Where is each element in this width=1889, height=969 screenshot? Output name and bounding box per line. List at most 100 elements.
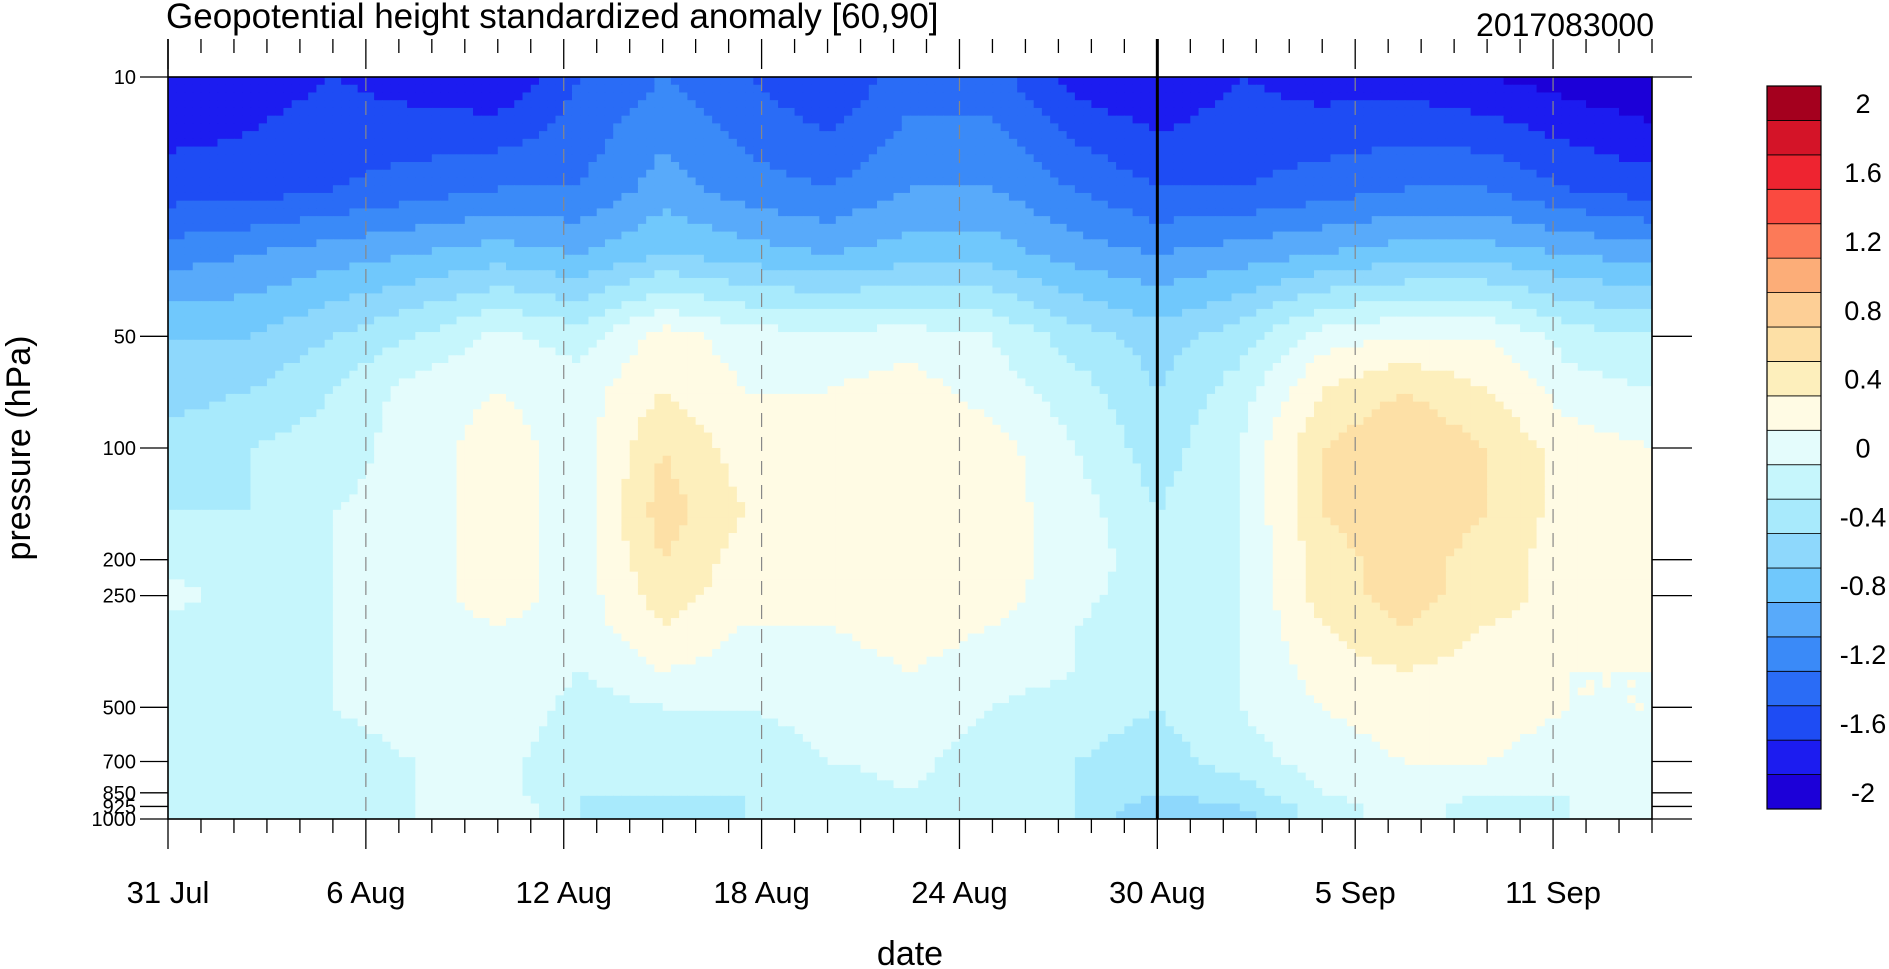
contour-cell [1215, 92, 1224, 101]
contour-cell [1239, 231, 1249, 240]
contour-cell [481, 169, 491, 179]
contour-cell [992, 92, 1002, 101]
contour-cell [695, 84, 705, 94]
contour-cell [1511, 146, 1521, 155]
contour-cell [720, 169, 730, 179]
contour-cell [827, 285, 837, 295]
contour-cell [1619, 239, 1628, 248]
contour-cell [547, 115, 557, 124]
contour-cell [242, 162, 252, 171]
contour-cell [621, 107, 631, 117]
contour-cell [860, 131, 870, 140]
contour-cell [176, 162, 186, 171]
contour-cell [860, 262, 870, 271]
contour-cell [407, 239, 416, 248]
run-timestamp: 2017083000 [1476, 7, 1654, 43]
contour-cell [1544, 223, 1554, 233]
contour-cell [1083, 100, 1092, 109]
contour-cell [580, 185, 590, 194]
contour-cell [390, 131, 400, 140]
contour-cell [489, 162, 499, 171]
contour-cell [1107, 169, 1117, 179]
contour-cell [1470, 247, 1480, 256]
contour-cell [1099, 162, 1109, 171]
contour-cell [242, 92, 252, 101]
contour-cell [473, 239, 482, 248]
contour-cell [778, 138, 787, 148]
contour-cell [1264, 131, 1274, 140]
contour-cell [1223, 262, 1233, 271]
contour-cell [1231, 200, 1241, 209]
contour-cell [522, 254, 532, 264]
contour-cell [1058, 115, 1068, 124]
contour-cell [1033, 208, 1043, 217]
contour-cell [1610, 223, 1620, 233]
contour-cell [679, 270, 688, 279]
contour-cell [563, 169, 573, 179]
contour-cell [332, 285, 342, 295]
contour-cell [802, 200, 812, 209]
contour-cell [877, 77, 886, 86]
contour-cell [1577, 138, 1587, 148]
contour-cell [613, 262, 623, 271]
contour-cell [1116, 115, 1125, 124]
contour-cell [1462, 254, 1472, 264]
contour-cell [637, 138, 647, 148]
contour-cell [341, 192, 350, 202]
contour-cell [827, 223, 837, 233]
contour-cell [1445, 262, 1455, 271]
contour-cell [497, 254, 507, 264]
contour-cell [646, 100, 656, 109]
contour-cell [877, 100, 886, 109]
contour-cell [877, 247, 886, 256]
contour-cell [588, 285, 598, 295]
contour-cell [901, 231, 911, 240]
contour-cell [942, 77, 952, 86]
contour-cell [1239, 100, 1249, 109]
contour-cell [407, 107, 416, 117]
contour-cell [209, 84, 219, 94]
contour-cell [374, 92, 383, 101]
contour-cell [1050, 115, 1059, 124]
contour-cell [687, 84, 697, 94]
contour-cell [1116, 92, 1125, 101]
contour-cell [629, 146, 639, 155]
contour-cell [1577, 107, 1587, 117]
contour-cell [1322, 131, 1332, 140]
contour-cell [168, 208, 177, 217]
contour-cell [1107, 77, 1117, 86]
contour-cell [1000, 77, 1010, 86]
contour-cell [431, 162, 441, 171]
contour-cell [1363, 262, 1373, 271]
contour-cell [695, 169, 705, 179]
contour-cell [1017, 200, 1027, 209]
contour-cell [448, 270, 458, 279]
contour-cell [868, 131, 878, 140]
contour-cell [192, 277, 202, 287]
contour-cell [1577, 146, 1587, 155]
contour-cell [341, 270, 350, 279]
contour-cell [1619, 231, 1628, 240]
contour-cell [604, 285, 614, 295]
contour-cell [1388, 131, 1398, 140]
contour-cell [1025, 123, 1035, 132]
contour-cell [1289, 185, 1299, 194]
contour-cell [1536, 154, 1546, 163]
contour-cell [613, 216, 623, 225]
contour-cell [852, 216, 862, 225]
contour-cell [275, 200, 285, 209]
contour-cell [1083, 270, 1092, 279]
contour-cell [1091, 131, 1101, 140]
contour-cell [514, 100, 524, 109]
contour-cell [522, 146, 532, 155]
contour-cell [885, 138, 895, 148]
contour-cell [1346, 270, 1356, 279]
contour-cell [580, 277, 590, 287]
contour-cell [1033, 77, 1043, 86]
contour-cell [786, 254, 796, 264]
contour-cell [1437, 169, 1447, 179]
contour-cell [1412, 185, 1422, 194]
contour-cell [341, 131, 350, 140]
contour-cell [604, 208, 614, 217]
contour-cell [316, 138, 326, 148]
